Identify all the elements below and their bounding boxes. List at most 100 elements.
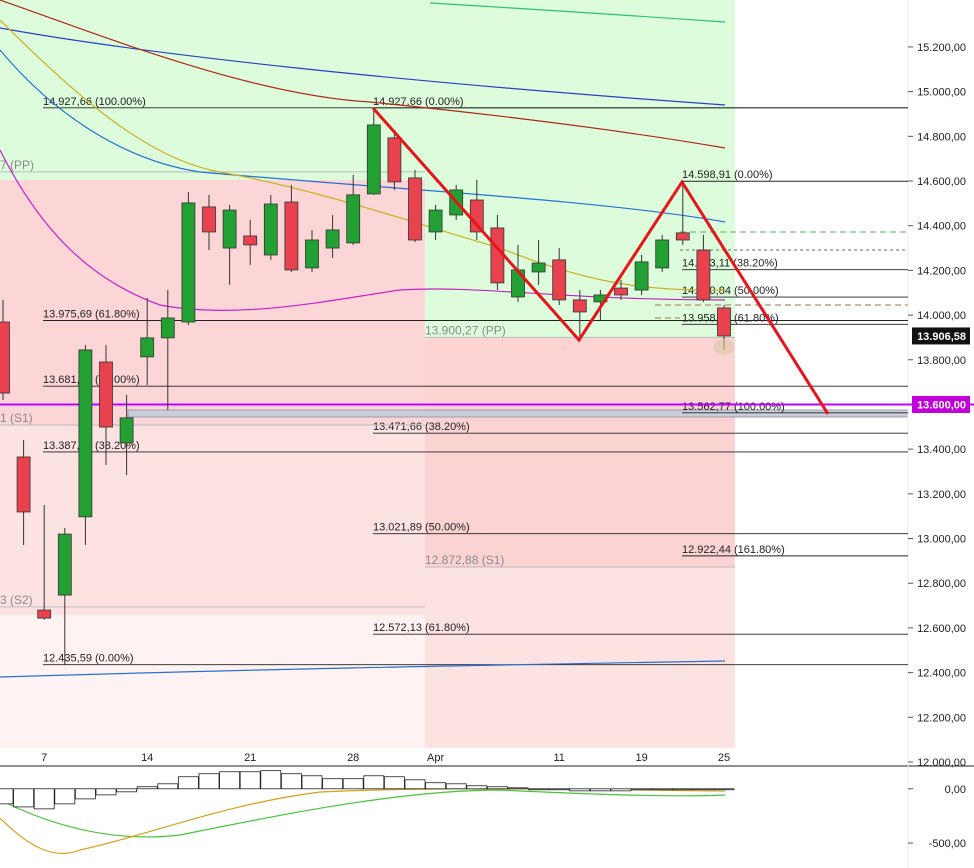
- histogram-bar: [177, 776, 199, 790]
- y-tick-label: 14.800,00: [917, 131, 966, 143]
- histogram-bar: [548, 788, 570, 791]
- histogram-bar: [116, 788, 137, 793]
- histogram-bar: [260, 770, 282, 790]
- histogram-bar: [280, 773, 302, 790]
- price-tag-label: 13.906,58: [917, 331, 966, 343]
- x-tick-label: 25: [718, 752, 730, 764]
- oscillator-line: [0, 789, 726, 838]
- ma-line: [0, 149, 726, 311]
- candle-body: [160, 317, 175, 339]
- histogram-bar: [95, 788, 117, 796]
- candle-body: [634, 261, 649, 291]
- histogram-bar: [0, 788, 14, 805]
- histogram-bar: [322, 778, 344, 790]
- candle-body: [408, 177, 422, 241]
- candle-body: [428, 209, 443, 233]
- histogram-bar: [404, 779, 426, 790]
- histogram-bar: [54, 788, 76, 805]
- candle-body: [552, 259, 567, 301]
- candle-body: [655, 239, 670, 269]
- histogram-bar: [363, 775, 385, 790]
- histogram-bar: [693, 788, 714, 791]
- y-tick-label: 14.000,00: [917, 310, 966, 322]
- fib-label: 12.922,44 (161.80%): [682, 544, 785, 556]
- y-tick-label: -500,00: [929, 838, 966, 850]
- pivot-label: 1 (S1): [0, 411, 33, 425]
- pattern-drawing: [371, 107, 830, 415]
- band: [127, 409, 909, 418]
- candle-body: [263, 203, 278, 256]
- ma-line: [0, 49, 726, 223]
- zone: [425, 0, 735, 338]
- fib-label: 13.021,89 (50.00%): [373, 522, 470, 534]
- histogram-bar: [713, 788, 735, 791]
- histogram-bar: [651, 788, 673, 791]
- x-tick-label: 19: [635, 752, 647, 764]
- ma-line: [0, 0, 726, 149]
- candle-body: [511, 269, 525, 298]
- oscillator-line: [0, 788, 726, 854]
- y-tick-label: 14.400,00: [917, 221, 966, 233]
- histogram-bar: [507, 787, 529, 790]
- fib-label: 12.572,13 (61.80%): [373, 622, 470, 634]
- zone: [425, 567, 735, 748]
- histogram-bar: [383, 776, 405, 790]
- candle-body: [243, 235, 258, 246]
- y-tick-label: 12.000,00: [917, 757, 966, 769]
- candle-body: [696, 249, 711, 301]
- histogram-bar: [342, 778, 364, 790]
- histogram-bar: [486, 786, 508, 790]
- candle-body: [222, 209, 237, 249]
- candle-body: [387, 137, 402, 183]
- zone: [0, 0, 425, 180]
- fib-label: 14.927,66 (100.00%): [43, 96, 146, 108]
- y-tick-label: 13.800,00: [917, 355, 966, 367]
- pivot-label: 12.872,88 (S1): [425, 553, 504, 567]
- candle-body: [717, 307, 731, 337]
- zone: [425, 338, 735, 567]
- histogram-bar: [301, 775, 323, 790]
- y-tick-label: 12.400,00: [917, 668, 966, 680]
- fib-label: 12.435,59 (0.00%): [43, 653, 134, 665]
- marker: [714, 339, 734, 355]
- candle-body: [140, 337, 155, 358]
- price-tag: [912, 327, 970, 345]
- pivot-label: 3 (S2): [0, 593, 33, 607]
- x-tick-label: 14: [141, 752, 153, 764]
- candle-body: [531, 262, 546, 273]
- x-tick-label: 28: [347, 752, 359, 764]
- pivot-label: 13.900,27 (PP): [425, 323, 506, 337]
- x-tick-label: 11: [553, 752, 564, 764]
- indicator-panel: 0,00 -500,00: [0, 770, 966, 850]
- zone: [0, 615, 425, 748]
- candle-body: [614, 287, 628, 296]
- histogram-bar: [610, 788, 632, 792]
- y-tick-label: 14.200,00: [917, 265, 966, 277]
- candle-body: [325, 229, 340, 249]
- histogram-bar: [239, 771, 261, 790]
- histogram-bar: [631, 788, 652, 791]
- y-tick-label: 13.000,00: [917, 534, 966, 546]
- candle-body: [202, 206, 216, 233]
- candle-body: [181, 202, 196, 323]
- fib-label: 14.080,84 (50.00%): [682, 285, 779, 297]
- candle-body: [0, 321, 10, 394]
- fib-label: 14.927,66 (0.00%): [373, 96, 464, 108]
- histogram-bar: [219, 771, 241, 790]
- histogram-bar: [136, 786, 158, 790]
- x-tick-label: Apr: [427, 752, 444, 764]
- histogram-bar: [157, 783, 179, 790]
- candle-body: [99, 361, 113, 428]
- candle-body: [284, 201, 299, 271]
- ma-line: [429, 2, 726, 23]
- fib-label: 13.562,77 (100.00%): [682, 401, 785, 413]
- ma-line: [0, 27, 726, 106]
- histogram-bar: [528, 788, 549, 791]
- pivot-label: 7 (PP): [0, 158, 34, 172]
- histogram-bar: [13, 788, 35, 808]
- fib-label: 14.598,91 (0.00%): [682, 169, 773, 181]
- price-axis: 7 14 21 28 Apr 11 19 25 15.200,00 15.000,00 14.800…: [41, 42, 970, 769]
- y-tick-label: 0,00: [945, 784, 966, 796]
